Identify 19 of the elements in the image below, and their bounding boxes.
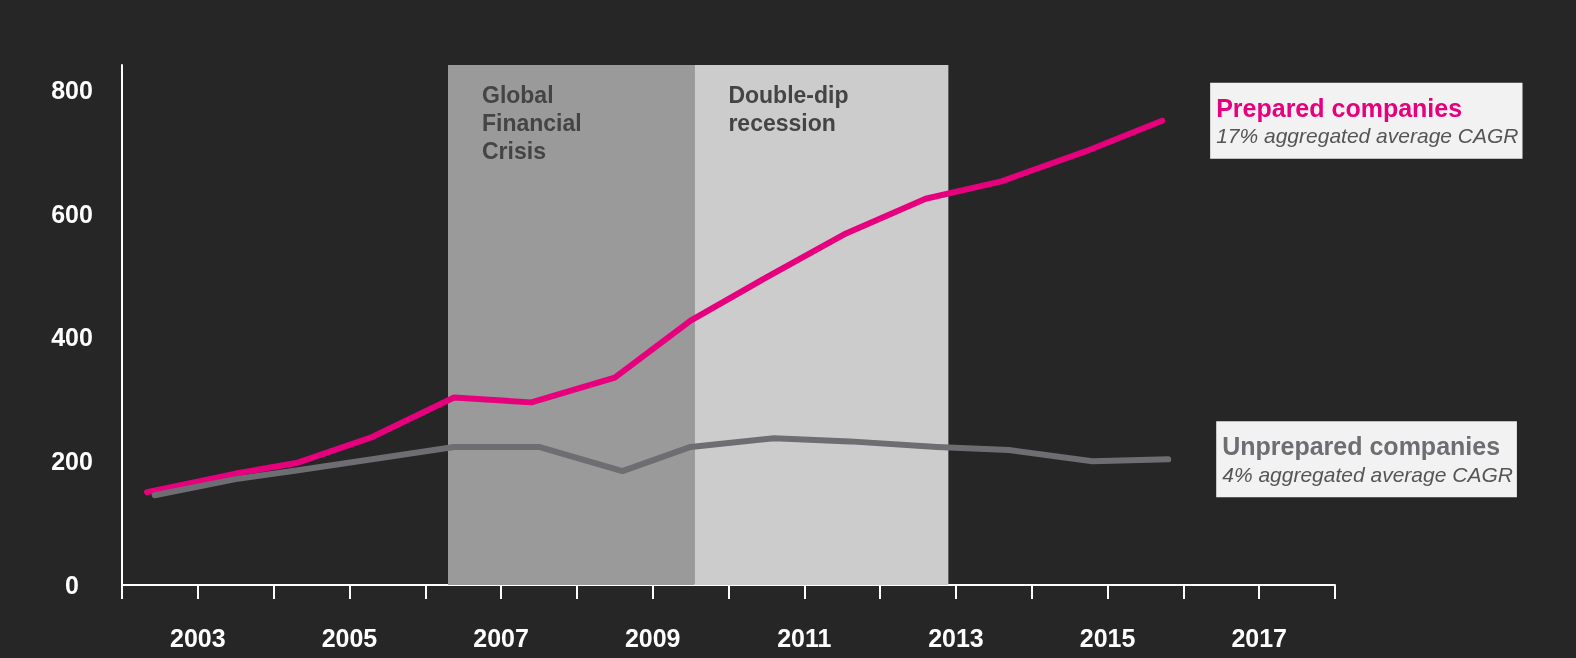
y-tick-label: 400: [51, 323, 93, 352]
annotation: 17% aggregated average CAGR: [1216, 124, 1519, 148]
band-label: Double-dip recession: [728, 82, 855, 136]
x-tick-label: 2005: [321, 623, 378, 652]
y-tick-label: 600: [51, 199, 93, 228]
x-tick-label: 2013: [928, 623, 984, 652]
text: Unprepared companies: [1222, 432, 1501, 461]
x-tick-label: 2017: [1231, 623, 1287, 652]
y-tick-label: 800: [51, 75, 93, 104]
x-tick-label: 2003: [170, 623, 226, 652]
band-label: Global Financial Crisis: [481, 82, 589, 164]
x-tick-label: 2011: [777, 623, 832, 652]
x-tick-label: 2007: [473, 623, 529, 652]
x-tick-label: 2009: [624, 623, 681, 652]
annotation: 4% aggregated average CAGR: [1222, 462, 1513, 486]
x-tick-label: 2015: [1079, 623, 1136, 652]
text: Prepared companies: [1216, 93, 1463, 122]
y-tick-label: 0: [65, 571, 79, 599]
y-tick-label: 200: [51, 447, 93, 476]
